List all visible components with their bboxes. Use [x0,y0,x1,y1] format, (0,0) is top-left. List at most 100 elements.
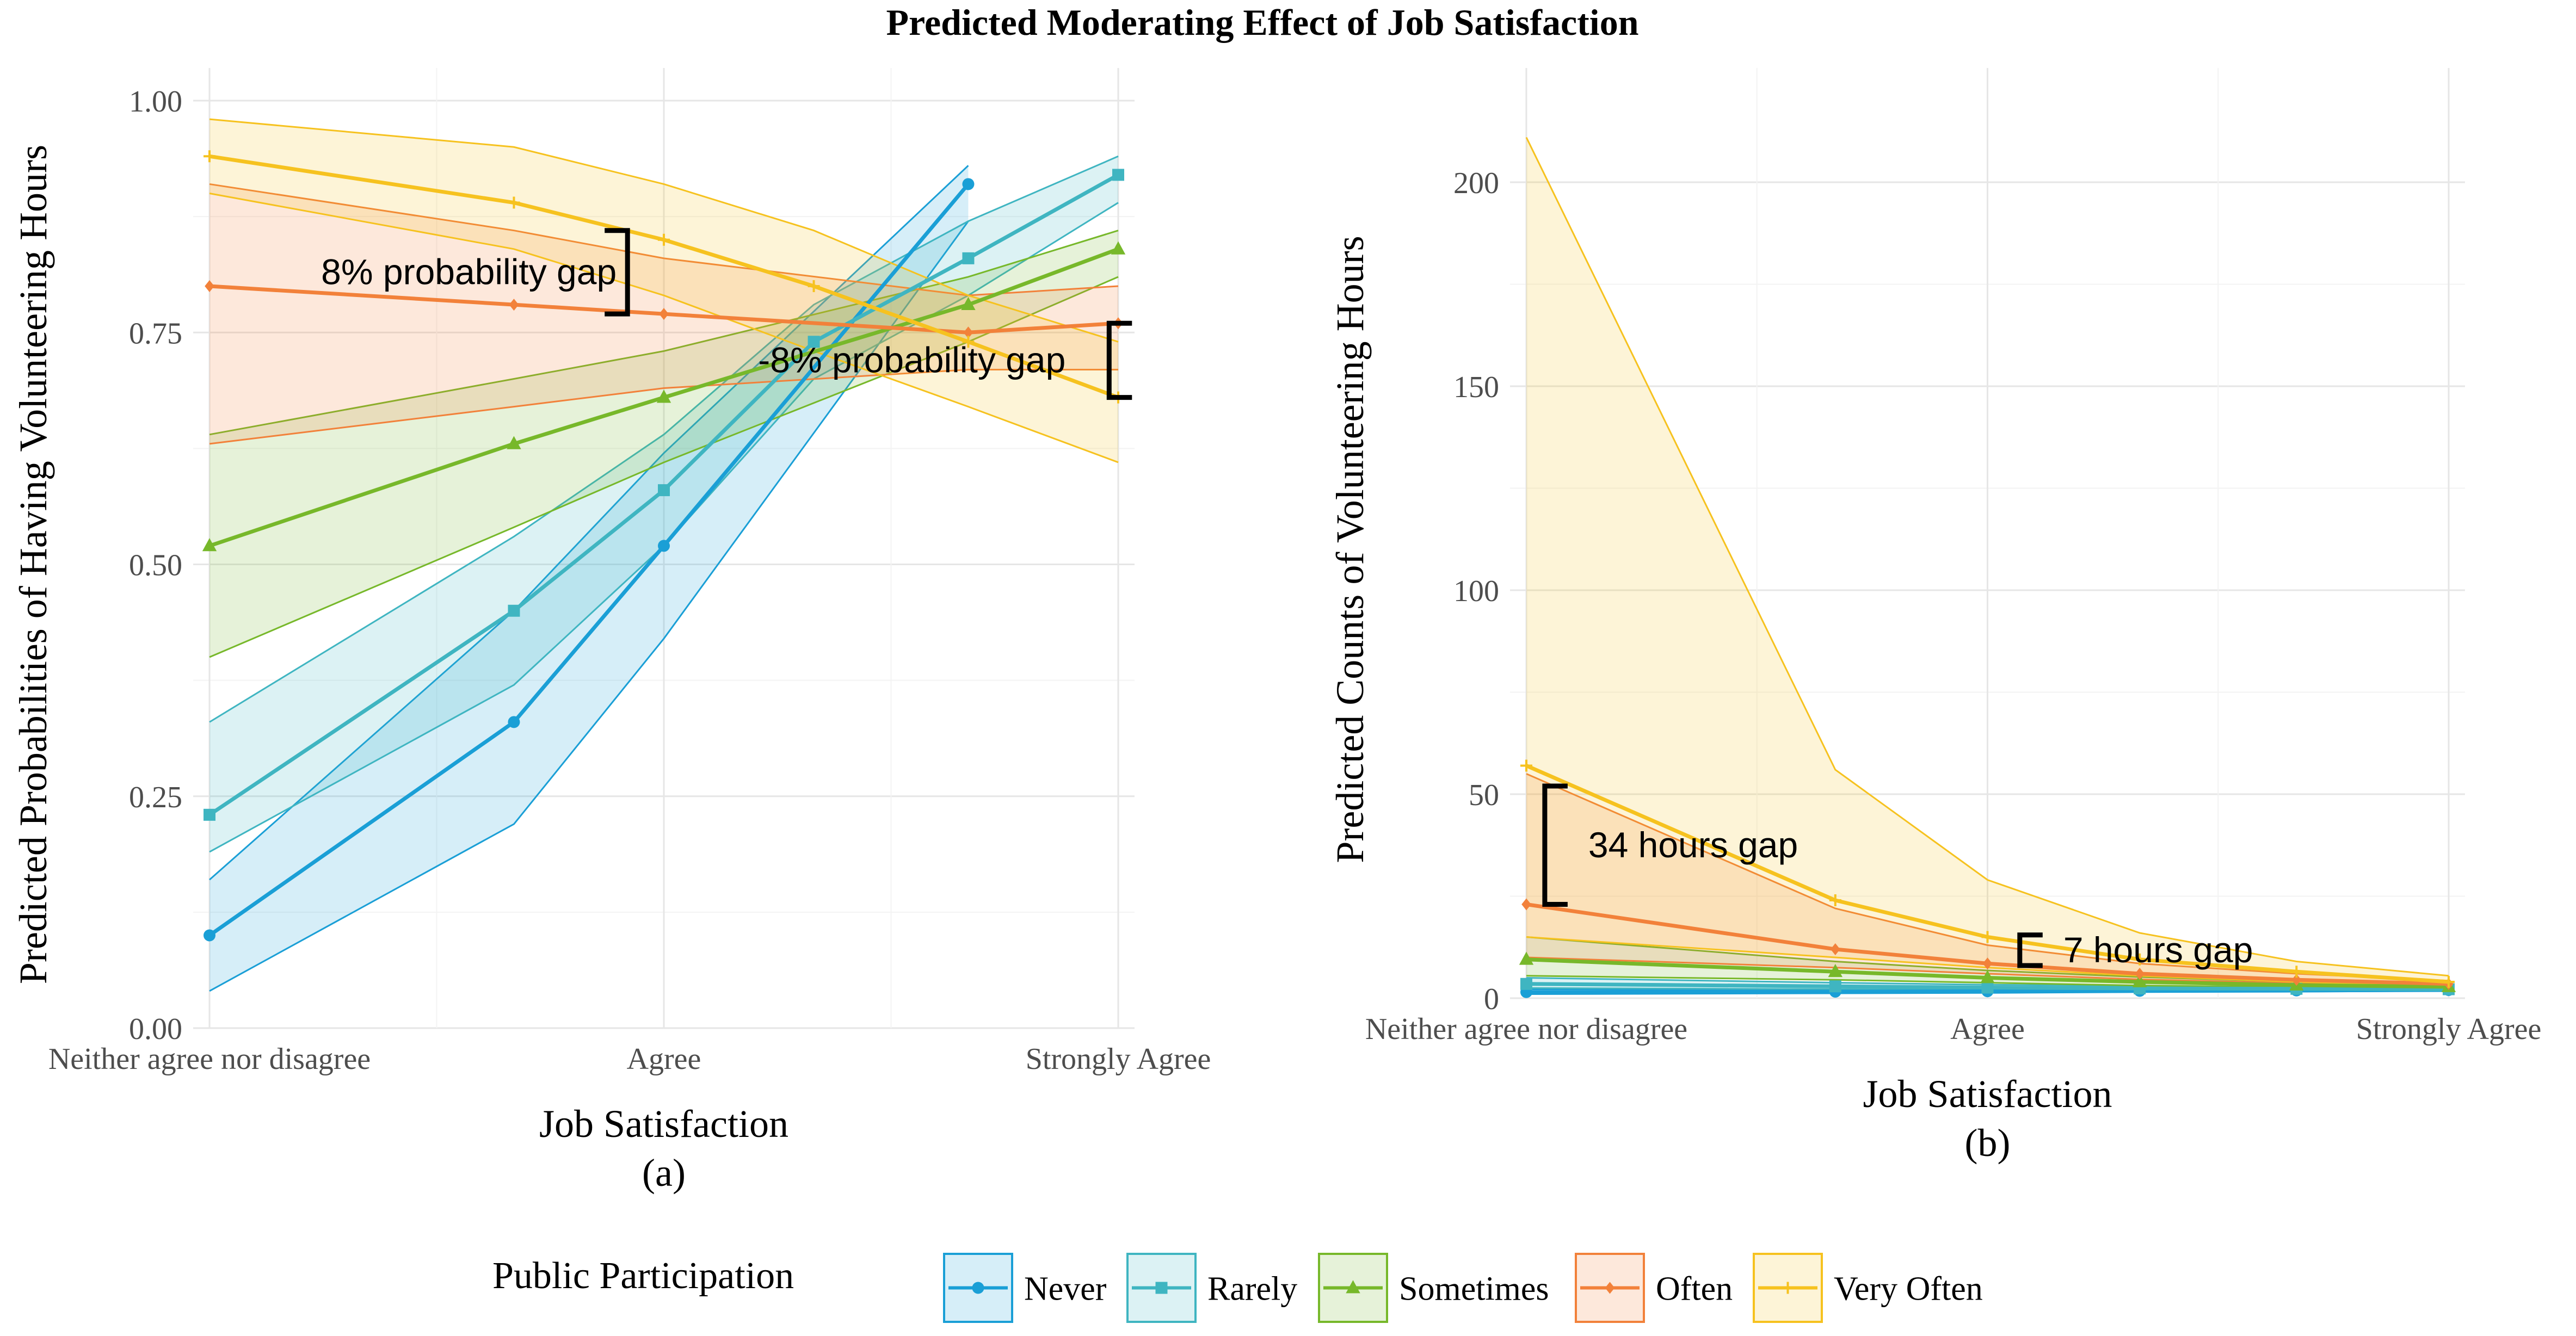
annotations: 8% probability gap -8% probability gap [321,228,1132,400]
line-sometimes [1526,957,2449,989]
point-sometimes [2132,974,2147,987]
series-lines [1519,759,2456,998]
point-sometimes [656,389,671,403]
y-tick-label: 200 [1453,166,1499,200]
band-very-often [209,119,1118,462]
x-tick-label: Neither agree nor disagree [1365,1012,1687,1046]
band-lower-very-often [1526,936,2449,987]
y-tick-label: 100 [1453,574,1499,608]
series-sometimes [202,241,1126,552]
point-rarely [508,604,520,617]
point-very-often [1520,759,1532,772]
point-legend-often [1605,1282,1615,1294]
legend-label-often: Often [1656,1271,1733,1308]
point-rarely [962,252,975,264]
point-rarely [1981,981,1994,994]
x-tick-label: Agree [1950,1012,2025,1046]
point-very-often [204,150,215,163]
y-tick-label: 0.50 [129,549,182,583]
grid [193,68,1135,1029]
point-rarely [1520,978,1532,990]
point-legend-sometimes [1346,1280,1360,1294]
line-rarely [208,173,1119,817]
line-very-often [1525,764,2449,984]
y-tick-label: 0 [1484,982,1499,1016]
point-often [205,280,214,292]
y-tick-label: 0.00 [129,1012,182,1046]
band-upper-very-often [209,118,1119,343]
point-sometimes [1980,970,1995,984]
point-often [1982,957,1993,970]
band-sometimes [209,230,1118,657]
series-often [205,280,1123,339]
series-very-often [1520,759,2455,988]
point-never [508,716,520,728]
series-often [1521,898,2454,990]
gap-annotation: -8% probability gap [758,339,1065,380]
panel-a: 0.00 0.25 0.50 0.75 1.00 Neither agree nor di… [11,68,1211,1195]
band-upper-often [209,183,1119,296]
y-axis-label: Predicted Probabilities of Having Volunt… [11,145,55,984]
band-often [1526,774,2449,986]
series-rarely [204,169,1124,821]
point-legend-rarely [1155,1282,1168,1294]
legend-label-very-often: Very Often [1834,1271,1983,1308]
point-often [2135,968,2144,980]
point-sometimes [1828,963,1843,978]
x-axis-label: Job Satisfaction [539,1102,788,1146]
legend-item-often: Often [1575,1253,1733,1323]
x-axis-label: Job Satisfaction [1863,1072,2112,1116]
gap-annotation: 34 hours gap [1588,825,1798,865]
point-very-often [962,336,975,348]
point-very-often [508,196,520,209]
gap-bracket [1542,783,1568,907]
point-often [1521,898,1531,911]
series-lines [202,150,1126,942]
line-rarely [1526,982,2449,991]
point-sometimes [507,436,521,449]
point-never [204,929,215,942]
y-tick-label: 50 [1469,778,1499,812]
band-sometimes [1526,937,2449,988]
point-often [963,326,973,339]
band-lower-often [209,368,1118,445]
legend-item-very-often: Very Often [1753,1253,1983,1323]
legend-item-never: Never [943,1253,1107,1323]
point-often [659,308,669,320]
point-legend-very-often [1782,1282,1794,1294]
gap-bracket [1106,320,1132,400]
point-legend-never [972,1282,984,1294]
grid [1510,68,2465,999]
x-tick-label: Neither agree nor disagree [48,1042,371,1076]
gap-bracket [605,228,630,317]
legend-item-rarely: Rarely [1126,1253,1297,1323]
line-very-often [209,154,1119,399]
point-never [962,178,975,190]
band-very-often [1526,137,2449,986]
legend-title: Public Participation [492,1255,794,1297]
y-axis-label: Predicted Counts of Volunteering Hours [1328,236,1372,863]
point-very-often [658,233,670,246]
point-very-often [808,280,820,292]
y-tick-label: 150 [1453,370,1499,404]
point-rarely [808,336,820,348]
x-tick-label: Strongly Agree [1026,1042,1211,1076]
panel-b: 0 50 100 150 200 Neither agree nor disagree Ag… [1328,68,2541,1165]
point-very-often [2443,976,2455,988]
band-upper-rarely [209,155,1119,723]
point-often [2291,974,2302,986]
point-rarely [1112,169,1124,181]
point-sometimes [1519,951,1534,965]
legend-label-sometimes: Sometimes [1399,1271,1549,1308]
point-rarely [1829,980,1841,993]
band-lower-sometimes [209,276,1119,658]
point-very-often [1829,894,1841,906]
point-sometimes [961,296,976,310]
gap-bracket [2017,932,2043,968]
x-tick-label: Agree [627,1042,701,1076]
band-never [209,165,969,991]
figure-title: Predicted Moderating Effect of Job Satis… [886,2,1638,43]
y-tick-label: 0.75 [129,317,182,350]
panel-label: (b) [1965,1121,2011,1165]
